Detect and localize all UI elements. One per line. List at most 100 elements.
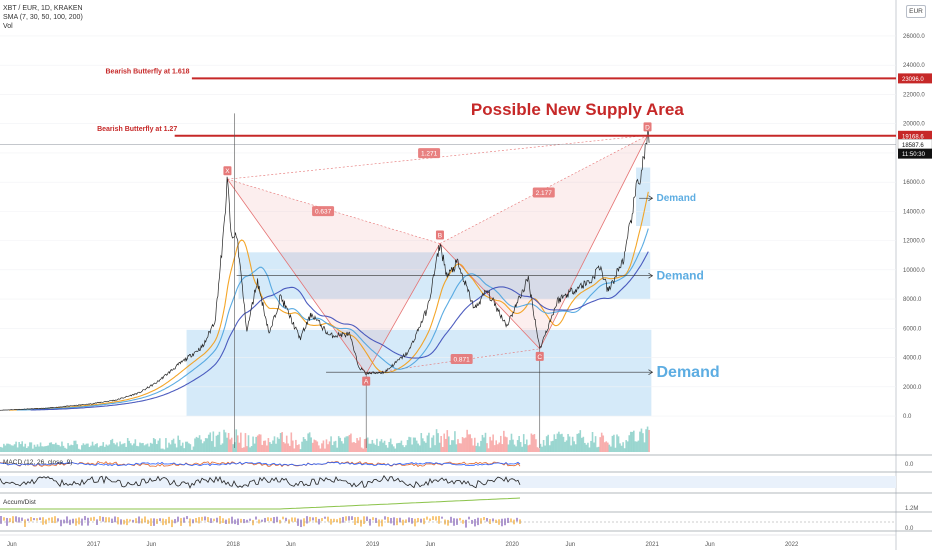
volume-bar	[226, 437, 228, 452]
volume-bar	[227, 432, 230, 452]
volume-bar	[551, 440, 554, 452]
price-series-line[interactable]	[0, 130, 650, 411]
volume-bar	[513, 444, 516, 452]
volume-bar	[339, 437, 342, 452]
volume-bar	[587, 442, 589, 452]
volume-bar	[267, 438, 270, 452]
oscillator-bar	[201, 516, 203, 521]
volume-bar	[380, 439, 383, 452]
time-tick-label: Jun	[7, 542, 17, 548]
pattern-point-badge	[643, 122, 652, 132]
pattern-point-x: X	[225, 168, 230, 175]
sma-line[interactable]	[9, 191, 649, 411]
volume-bar	[438, 442, 441, 452]
price-badge-label: 18587.6	[902, 143, 924, 149]
volume-bar	[88, 446, 91, 452]
volume-bar	[10, 445, 13, 452]
ratio-badge	[418, 148, 441, 159]
oscillator-bar	[0, 516, 2, 524]
oscillator-bar	[360, 519, 362, 527]
accum-dist-label[interactable]: Accum/Dist	[3, 499, 36, 506]
volume-bar	[501, 444, 504, 452]
oscillator-bar	[30, 516, 32, 522]
volume-bar	[201, 443, 204, 452]
volume-bar	[96, 443, 98, 452]
volume-bar	[348, 434, 351, 452]
volume-bar	[15, 441, 17, 452]
volume-bar	[448, 436, 450, 452]
volume-bar	[146, 443, 149, 452]
sma-line[interactable]	[16, 228, 649, 411]
level-label-127: Bearish Butterfly at 1.27	[97, 126, 177, 133]
price-badge[interactable]	[898, 73, 932, 84]
volume-bar	[272, 440, 274, 452]
currency-badge[interactable]: EUR	[906, 5, 926, 18]
oscillator-bar	[210, 518, 212, 524]
volume-bar	[406, 440, 409, 452]
volume-bar	[544, 445, 546, 452]
volume-bar	[594, 436, 597, 452]
volume-bar	[463, 438, 465, 452]
volume-bar	[325, 439, 328, 452]
volume-bar	[105, 444, 108, 452]
volume-bar	[252, 436, 254, 452]
volume-bar	[461, 437, 464, 452]
oscillator-bar	[339, 517, 341, 524]
volume-bar	[377, 445, 380, 452]
oscillator-bar	[6, 517, 8, 526]
volume-bar	[211, 441, 213, 452]
volume-bar	[41, 446, 43, 452]
oscillator-bar	[423, 518, 425, 525]
oscillator-bar	[15, 516, 17, 522]
sma-legend[interactable]: SMA (7, 30, 50, 100, 200)	[3, 14, 83, 21]
volume-bar	[581, 437, 583, 452]
volume-bar	[87, 443, 89, 452]
oscillator-bar	[480, 518, 482, 524]
volume-bar	[499, 435, 502, 452]
demand-zone[interactable]	[186, 329, 652, 417]
volume-bar	[565, 440, 568, 452]
volume-bar	[362, 448, 364, 452]
oscillator-bar	[12, 516, 14, 524]
oscillator-bar	[159, 518, 161, 522]
volume-bar	[634, 441, 637, 452]
volume-bar	[22, 446, 25, 452]
volume-bar	[529, 444, 531, 452]
volume-bar	[165, 438, 167, 452]
oscillator-bar	[330, 518, 332, 525]
volume-bar	[334, 440, 337, 452]
oscillator-bar	[420, 518, 422, 523]
volume-legend[interactable]: Vol	[3, 23, 13, 30]
oscillator-bar	[261, 519, 263, 522]
volume-bar	[373, 443, 375, 452]
volume-bar	[548, 445, 551, 452]
volume-bar	[53, 444, 56, 452]
sma-line[interactable]	[30, 251, 649, 411]
volume-bar	[287, 443, 290, 452]
price-badge[interactable]	[898, 130, 932, 141]
volume-bar	[498, 442, 501, 452]
volume-bar	[55, 442, 57, 452]
macd-label[interactable]: MACD (12, 26, close, 9)	[3, 459, 73, 466]
volume-bar	[591, 432, 594, 452]
oscillator-bar	[336, 519, 338, 523]
volume-bar	[354, 443, 357, 452]
volume-bar	[307, 433, 309, 452]
arrow-head	[648, 272, 654, 279]
volume-bar	[374, 444, 377, 452]
volume-bar	[232, 444, 235, 452]
volume-bar	[258, 434, 261, 452]
oscillator-bar	[315, 517, 317, 523]
volume-bar	[617, 436, 620, 452]
rsi-band	[0, 476, 896, 488]
volume-bar	[217, 434, 219, 452]
volume-bar	[337, 436, 340, 452]
volume-bar	[159, 438, 161, 452]
volume-bar	[288, 445, 291, 452]
volume-bar	[149, 442, 152, 452]
price-badge[interactable]	[898, 148, 932, 159]
volume-bar	[631, 431, 634, 452]
volume-bar	[336, 447, 338, 452]
oscillator-bar	[363, 516, 365, 524]
